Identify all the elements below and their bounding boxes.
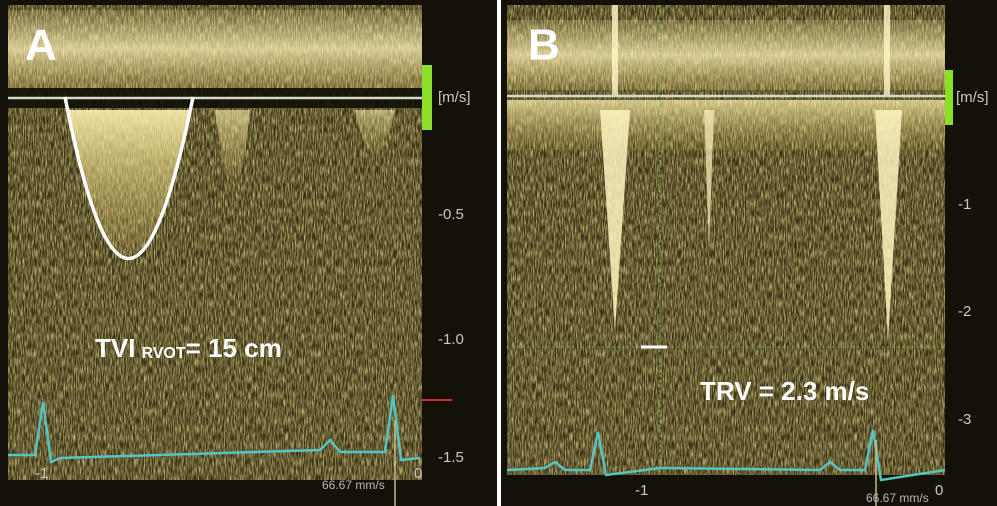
time-tick: -1 <box>35 465 48 482</box>
flow-spike <box>884 5 890 95</box>
annotation-subscript: RVOT <box>141 345 185 362</box>
ecg-trace <box>506 429 946 482</box>
flow-jet <box>875 110 902 340</box>
velocity-tick: -2 <box>958 303 971 320</box>
flow-jet <box>704 110 714 250</box>
velocity-tick: -0.5 <box>438 206 464 223</box>
flow-signal <box>355 110 395 155</box>
time-tick: 0 <box>414 465 422 482</box>
velocity-tick: -3 <box>958 411 971 428</box>
flow-signal <box>215 110 250 185</box>
annotation-main: TVI <box>95 333 135 363</box>
scale-marker <box>422 65 432 130</box>
panel-b: B [m/s] -1 -2 -3 -1 0 66.67 mm/s TRV = 2… <box>501 0 997 506</box>
velocity-tick: -1.5 <box>438 449 464 466</box>
flow-jet <box>600 110 630 330</box>
unit-label: [m/s] <box>438 89 471 106</box>
ecg-trace <box>8 394 421 464</box>
annotation: TVI RVOT= 15 cm <box>95 333 282 363</box>
bright-band <box>8 10 422 88</box>
velocity-tick: -1 <box>958 196 971 213</box>
time-tick: 0 <box>935 482 943 499</box>
sweep-speed: 66.67 mm/s <box>322 478 385 492</box>
bright-band <box>507 100 945 150</box>
time-tick: -1 <box>635 482 648 499</box>
tvi-trace <box>63 96 195 261</box>
bright-band <box>507 20 945 90</box>
panel-a: A [m/s] -0.5 -1.0 -1.5 -1 0 66.67 mm/s T… <box>0 0 497 506</box>
annotation-rest: = 15 cm <box>186 333 282 363</box>
unit-label: [m/s] <box>956 89 989 106</box>
sweep-speed: 66.67 mm/s <box>866 491 929 505</box>
velocity-tick: -1.0 <box>438 331 464 348</box>
panel-letter: B <box>528 21 560 70</box>
annotation: TRV = 2.3 m/s <box>700 376 869 406</box>
panel-letter: A <box>25 21 57 70</box>
flow-spike <box>612 5 618 95</box>
scale-marker <box>945 70 953 125</box>
